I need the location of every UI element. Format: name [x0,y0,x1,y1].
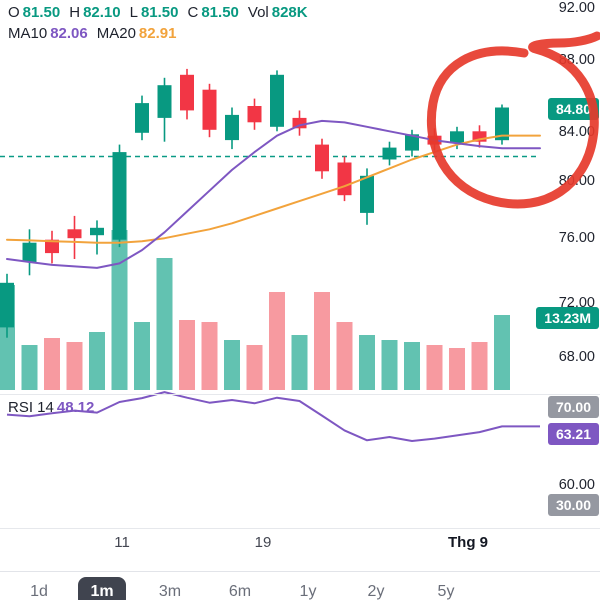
timeframe-toolbar: 1d 1m 3m 6m 1y 2y 5y [0,571,600,600]
volume-bar [21,345,38,390]
volume-bar [134,322,150,390]
candle-body [247,106,262,123]
candle-body [292,117,307,129]
timeframe-5y[interactable]: 5y [437,583,455,600]
price-axis[interactable]: 92.00 88.00 84.00 80.00 76.00 72.00 68.00 60.00… [530,0,600,530]
volume-bar [449,348,465,390]
candle-body [405,134,419,151]
volume-bar [359,335,375,390]
candle-body [157,85,172,118]
candle-body [135,103,149,133]
price-label-92.00: 92.00 [558,0,595,16]
timeframe-3m[interactable]: 3m [158,583,182,600]
price-badge-63.21: 63.21 [547,423,599,445]
volume-bar [291,335,308,390]
close-value: 81.50 [201,4,239,21]
volume-bar [111,230,128,390]
candle-body [112,152,127,240]
price-label-60.00: 60.00 [558,477,595,493]
volume-bar [179,320,195,390]
timeframe-1d[interactable]: 1d [30,583,48,600]
volume-bar [404,342,420,390]
time-label-11: 11 [114,534,130,551]
price-badge-13.23M: 13.23M [536,307,599,329]
candle-body [0,282,14,328]
volume-bar [471,342,488,390]
price-label-68.00: 68.00 [558,349,595,365]
pane-divider [0,394,600,395]
rsi-legend: RSI 14 48.12 [8,399,94,416]
timeframe-2y[interactable]: 2y [367,583,385,600]
ma20-label: MA20 [96,25,136,42]
candle-body [202,89,217,130]
candle-body [22,242,37,262]
price-label-76.00: 76.00 [558,230,595,246]
volume-bar [381,340,398,390]
candle-body [270,74,284,127]
volume-bar [426,345,443,390]
price-label-80.00: 80.00 [558,173,595,189]
time-axis[interactable]: 11 19 Thg 9 [0,0,600,560]
ma-legend: MA10 82.06 MA20 82.91 [8,25,176,42]
volume-label: Vol [247,4,269,21]
high-value: 82.10 [83,4,121,21]
ma10-label: MA10 [8,25,48,42]
volume-bar [494,315,510,390]
volume-bar [66,342,83,390]
price-label-84.00: 84.00 [558,124,595,140]
time-label-Thg 9: Thg 9 [448,534,488,551]
rsi-label: RSI 14 [8,399,54,416]
candle-body [360,175,374,213]
high-label: H [69,4,81,21]
volume-bar [269,292,285,390]
ohlc-legend: O 81.50 H 82.10 L 81.50 C 81.50 Vol 828K [8,4,317,21]
volume-bar [201,322,218,390]
volume-bar [336,322,353,390]
ma10-value: 82.06 [50,25,88,42]
candle-body [382,147,397,160]
volume-bar [89,332,105,390]
timeframe-1y[interactable]: 1y [299,583,317,600]
volume-bar [156,258,173,390]
volume-value: 828K [271,4,308,21]
time-axis-divider [0,528,600,529]
candle-body [67,229,82,239]
ma20-value: 82.91 [138,25,177,42]
price-badge-30.00: 30.00 [547,494,599,516]
candle-body [225,114,239,141]
rsi-value: 48.12 [56,399,95,416]
volume-bar [246,345,263,390]
time-label-19: 19 [254,534,272,551]
candle-body [315,144,329,172]
open-value: 81.50 [22,4,61,21]
timeframe-1m[interactable]: 1m [78,577,126,600]
volume-bar [44,338,60,390]
open-label: O [8,4,20,21]
rsi-line [6,391,540,442]
price-label-88.00: 88.00 [558,52,595,68]
price-badge-70.00: 70.00 [547,396,599,418]
low-value: 81.50 [140,4,179,21]
candle-body [180,74,194,111]
low-label: L [129,4,138,21]
close-label: C [187,4,199,21]
volume-bar [224,340,240,390]
candle-body [45,239,59,254]
volume-bar [314,292,330,390]
price-badge-84.80: 84.80 [547,98,599,120]
timeframe-6m[interactable]: 6m [228,583,252,600]
candle-body [90,227,104,236]
